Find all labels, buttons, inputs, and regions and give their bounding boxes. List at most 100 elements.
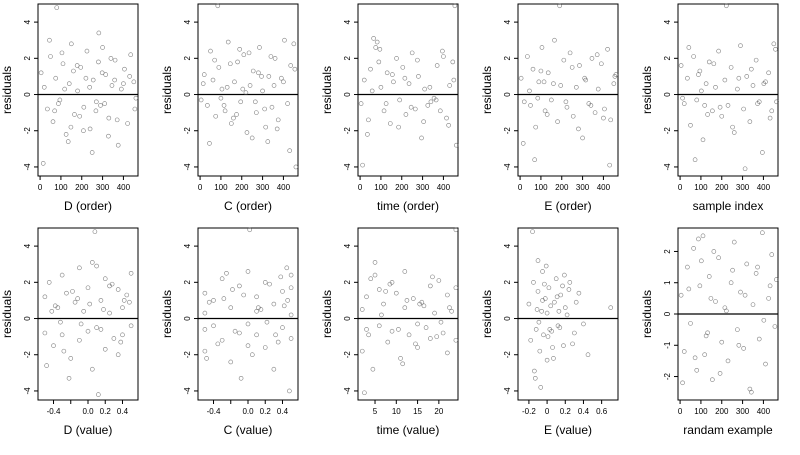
- data-point: [232, 79, 237, 85]
- data-point: [716, 48, 721, 54]
- data-point: [238, 99, 244, 105]
- data-point: [371, 36, 376, 41]
- x-tick-label: 0.6: [596, 407, 608, 416]
- data-point: [542, 108, 548, 114]
- data-point: [219, 86, 225, 92]
- x-tick-label: 20: [434, 407, 443, 416]
- data-point: [531, 280, 536, 285]
- data-point: [90, 260, 95, 265]
- data-point: [133, 95, 139, 101]
- data-point: [537, 348, 543, 354]
- residual-panel: 0 100 200 300 400 -4 -2 0 2 4 D (order) residuals: [0, 3, 139, 213]
- data-point: [440, 330, 446, 336]
- x-tick-label: 0.4: [277, 407, 289, 416]
- data-point: [724, 3, 729, 9]
- y-tick-label: 2: [23, 280, 32, 285]
- data-point: [279, 75, 284, 81]
- x-tick-label: 0.0: [242, 407, 254, 416]
- data-point: [77, 113, 82, 119]
- data-point: [423, 325, 429, 330]
- data-point: [75, 296, 80, 301]
- data-point: [70, 289, 75, 294]
- data-point: [237, 283, 242, 289]
- data-point: [589, 56, 595, 61]
- data-point: [49, 308, 55, 314]
- data-point: [532, 368, 537, 374]
- data-point: [724, 308, 729, 314]
- data-point: [376, 323, 382, 329]
- data-point: [241, 292, 246, 298]
- data-point: [221, 103, 227, 108]
- data-point: [706, 59, 712, 65]
- data-point: [115, 287, 121, 292]
- data-point: [78, 321, 84, 327]
- data-point: [763, 361, 768, 367]
- data-point: [538, 385, 544, 390]
- data-point: [211, 298, 216, 303]
- data-point: [381, 108, 387, 114]
- data-point: [288, 312, 294, 318]
- x-axis-label: time (order): [377, 199, 439, 213]
- y-tick-label: 4: [183, 19, 192, 24]
- data-point: [556, 308, 562, 314]
- data-point: [422, 86, 427, 92]
- data-point: [719, 113, 725, 119]
- data-point: [772, 324, 778, 329]
- data-point: [774, 99, 779, 105]
- data-point: [400, 361, 405, 367]
- data-point: [691, 54, 696, 59]
- data-point: [599, 61, 604, 67]
- data-point: [415, 345, 420, 350]
- x-tick-label: 0: [678, 407, 683, 416]
- data-point: [115, 142, 121, 148]
- data-point: [81, 104, 87, 110]
- data-point: [257, 45, 262, 50]
- data-point: [221, 296, 227, 301]
- data-point: [536, 79, 542, 85]
- data-point: [245, 321, 251, 327]
- data-point: [681, 349, 687, 354]
- data-point: [102, 276, 108, 281]
- data-point: [381, 301, 386, 307]
- data-point: [241, 52, 247, 57]
- data-point: [218, 95, 224, 101]
- data-point: [364, 327, 369, 332]
- data-point: [360, 162, 365, 168]
- data-point: [102, 347, 108, 352]
- data-point: [107, 310, 112, 316]
- data-point: [722, 77, 728, 83]
- data-point: [545, 334, 551, 339]
- y-tick-label: -2: [23, 127, 32, 135]
- data-point: [688, 123, 693, 128]
- data-point: [567, 50, 573, 56]
- data-point: [700, 233, 706, 239]
- data-point: [48, 54, 53, 59]
- data-point: [725, 358, 731, 364]
- data-point: [741, 346, 746, 351]
- data-point: [685, 264, 690, 270]
- y-tick-label: 2: [503, 280, 512, 285]
- data-point: [361, 77, 367, 83]
- y-tick-label: 4: [23, 243, 32, 248]
- data-point: [686, 286, 692, 292]
- data-point: [87, 301, 93, 307]
- residual-panel: 0 100 200 300 400 -2 -1 0 1 2 randam example residu…: [640, 227, 779, 437]
- data-point: [542, 281, 547, 287]
- data-point: [708, 296, 714, 301]
- y-tick-label: 0: [663, 311, 672, 316]
- data-point: [212, 57, 217, 63]
- data-point: [93, 108, 99, 114]
- data-point: [228, 359, 234, 365]
- data-point: [741, 106, 746, 112]
- data-point: [728, 280, 734, 286]
- data-point: [271, 366, 277, 372]
- data-point: [66, 375, 72, 381]
- x-tick-label: 400: [597, 183, 611, 192]
- y-tick-label: 0: [503, 316, 512, 321]
- data-point: [532, 375, 538, 381]
- data-point: [271, 301, 277, 307]
- data-point: [120, 305, 125, 310]
- y-axis-label: residuals: [160, 290, 174, 338]
- data-point: [83, 75, 89, 81]
- data-point: [96, 30, 102, 36]
